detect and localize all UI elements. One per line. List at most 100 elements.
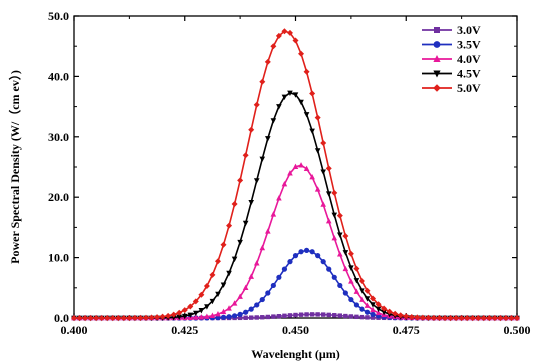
data-point [181,307,188,314]
legend-entry: 4.0V [422,52,481,66]
data-point [315,312,320,317]
data-point [203,282,210,289]
legend-label: 4.0V [457,52,481,66]
data-point [271,314,276,319]
x-tick-label: 0.425 [171,323,198,337]
legend-label: 4.5V [457,67,481,81]
data-point [403,313,410,320]
legend-entry: 5.0V [422,81,481,95]
data-point [359,288,365,294]
data-point [214,258,221,265]
data-point [226,305,232,311]
data-point [131,314,138,321]
data-point [282,313,287,319]
data-point [408,313,415,320]
data-point [220,314,227,320]
data-point [253,178,260,184]
data-point [320,139,327,146]
data-point [342,290,348,296]
data-point [292,37,299,44]
legend-marker [434,27,440,33]
legend-marker [433,55,441,62]
data-point [331,189,338,196]
data-point [237,311,243,317]
data-point [264,58,271,65]
data-point [320,169,326,175]
data-point [514,315,520,321]
data-point [170,311,177,318]
data-point [497,314,504,321]
data-point [259,156,266,162]
data-point [265,314,271,320]
series-5.0V [71,28,520,321]
legend-marker [433,41,441,48]
data-point [491,314,498,321]
data-point [347,250,354,257]
data-point [304,312,309,317]
data-point [298,249,304,255]
data-point [442,314,449,321]
data-point [142,314,149,321]
data-point [237,177,244,184]
series-line [74,91,517,319]
y-tick-label: 40.0 [48,69,69,83]
data-point [187,303,194,310]
data-point [425,314,432,321]
x-tick-label: 0.450 [282,323,309,337]
data-point [242,284,249,291]
data-point [320,312,326,317]
data-point [475,314,482,321]
data-point [365,315,370,320]
data-point [337,282,343,289]
data-point [104,314,111,321]
data-point [314,186,321,192]
legend-entry: 4.5V [422,67,481,81]
legend-entry: 3.5V [422,38,481,52]
data-point [502,315,509,321]
data-point [265,228,271,234]
data-point [325,191,332,197]
data-point [392,310,399,317]
data-point [281,180,288,187]
data-point [303,247,310,253]
data-point [176,314,183,321]
data-point [354,314,359,320]
data-point [436,314,443,321]
data-point [381,309,387,316]
data-point [76,314,83,321]
data-point [370,295,377,302]
data-point [126,314,133,321]
data-point [370,315,376,320]
data-point [447,314,454,321]
data-point [231,201,238,208]
data-point [342,250,349,256]
data-point [109,314,116,321]
y-tick-label: 0.0 [54,311,69,325]
data-point [342,265,349,272]
data-point [359,306,365,312]
y-tick-label: 10.0 [48,251,69,265]
data-point [198,291,205,298]
data-point [370,302,376,308]
data-point [314,114,321,121]
data-point [337,251,343,257]
data-point [120,314,127,321]
data-point [336,212,343,219]
data-point [292,92,299,98]
data-point [303,112,310,118]
data-point [248,306,254,312]
data-point [237,293,243,299]
data-point [348,296,354,303]
data-point [331,212,338,219]
data-point [154,314,161,321]
legend-label: 5.0V [457,81,481,95]
data-point [309,249,315,255]
x-axis-title: Wavelenght (μm) [251,347,339,361]
data-point [292,163,299,170]
data-point [231,300,238,306]
series-4.0V [71,162,520,321]
data-point [326,266,332,272]
data-point [237,239,243,246]
data-point [159,313,166,320]
